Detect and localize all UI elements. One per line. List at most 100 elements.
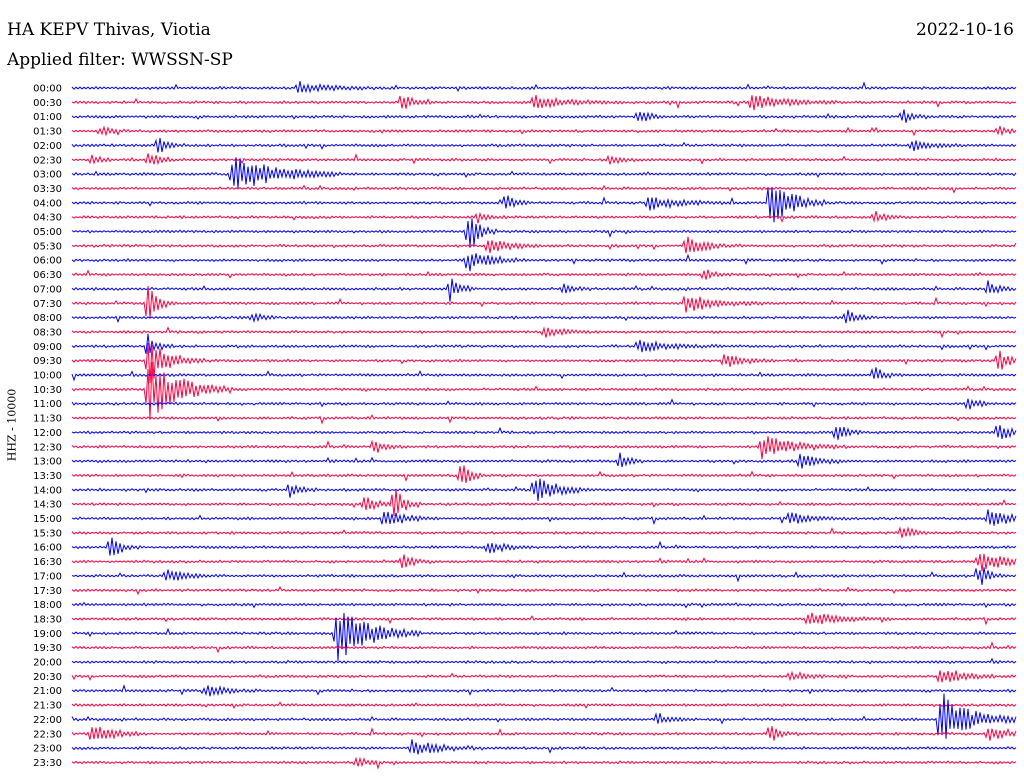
- time-label: 13:30: [33, 471, 62, 482]
- trace-row: [71, 509, 1017, 526]
- trace-row: [71, 187, 1017, 223]
- time-label: 04:00: [33, 198, 62, 209]
- trace-row: [71, 94, 1017, 111]
- time-label: 02:00: [33, 141, 62, 152]
- time-label: 09:30: [33, 356, 62, 367]
- trace-row: [71, 693, 1017, 739]
- time-label: 03:30: [33, 184, 62, 195]
- time-label: 00:30: [33, 98, 62, 109]
- trace-row: [71, 210, 1017, 224]
- trace-row: [71, 398, 1017, 410]
- time-label: 13:00: [33, 457, 62, 468]
- trace-row: [71, 657, 1017, 665]
- time-label: 19:30: [33, 643, 62, 654]
- time-label: 00:00: [33, 84, 62, 95]
- time-label: 17:00: [33, 571, 62, 582]
- trace-row: [71, 670, 1017, 684]
- trace-row: [71, 478, 1017, 501]
- time-labels: 00:00 00:30 01:00 01:30 02:00 02:30 03:00 03:30…: [33, 84, 62, 769]
- time-label: 05:00: [33, 227, 62, 238]
- time-label: 22:30: [33, 729, 62, 740]
- time-label: 10:00: [33, 371, 62, 382]
- trace-row: [71, 641, 1017, 654]
- trace-row: [71, 236, 1017, 254]
- trace-row: [71, 157, 1017, 189]
- time-label: 16:00: [33, 543, 62, 554]
- trace-row: [71, 701, 1017, 709]
- time-label: 14:30: [33, 500, 62, 511]
- date-label: 2022-10-16: [915, 20, 1014, 40]
- trace-row: [71, 367, 1017, 382]
- trace-row: [71, 253, 1017, 272]
- trace-row: [71, 567, 1017, 585]
- time-label: 01:00: [33, 112, 62, 123]
- filter-label: Applied filter: WWSSN-SP: [7, 50, 233, 70]
- trace-row: [71, 436, 1017, 460]
- trace-row: [71, 361, 1017, 420]
- trace-row: [71, 537, 1017, 556]
- time-label: 06:30: [33, 270, 62, 281]
- time-label: 04:30: [33, 213, 62, 224]
- time-label: 14:00: [33, 485, 62, 496]
- time-label: 05:30: [33, 241, 62, 252]
- time-label: 12:30: [33, 442, 62, 453]
- trace-row: [71, 612, 1017, 661]
- trace-row: [71, 309, 1017, 324]
- trace-row: [71, 726, 1017, 741]
- time-label: 16:30: [33, 557, 62, 568]
- time-label: 09:00: [33, 342, 62, 353]
- time-label: 01:30: [33, 127, 62, 138]
- time-label: 12:00: [33, 428, 62, 439]
- trace-row: [71, 153, 1017, 166]
- time-label: 02:30: [33, 155, 62, 166]
- time-label: 08:30: [33, 327, 62, 338]
- time-label: 20:30: [33, 672, 62, 683]
- trace-row: [71, 756, 1017, 770]
- trace-row: [71, 465, 1017, 484]
- time-label: 18:00: [33, 600, 62, 611]
- seismogram-traces: [71, 81, 1017, 770]
- time-label: 21:30: [33, 701, 62, 712]
- trace-row: [71, 137, 1017, 153]
- time-label: 15:00: [33, 514, 62, 525]
- trace-row: [71, 601, 1017, 609]
- time-label: 10:30: [33, 385, 62, 396]
- time-label: 23:00: [33, 744, 62, 755]
- time-label: 08:00: [33, 313, 62, 324]
- trace-row: [71, 218, 1017, 247]
- time-label: 19:00: [33, 629, 62, 640]
- trace-row: [71, 326, 1017, 339]
- time-label: 22:00: [33, 715, 62, 726]
- time-label: 21:00: [33, 686, 62, 697]
- trace-row: [71, 343, 1017, 383]
- trace-row: [71, 333, 1017, 354]
- time-label: 20:00: [33, 658, 62, 669]
- time-label: 17:30: [33, 586, 62, 597]
- trace-row: [71, 489, 1017, 517]
- trace-row: [71, 125, 1017, 137]
- trace-row: [71, 553, 1017, 572]
- trace-row: [71, 425, 1017, 440]
- trace-row: [71, 612, 1017, 626]
- trace-row: [71, 285, 1017, 319]
- trace-row: [71, 184, 1017, 194]
- time-label: 23:30: [33, 758, 62, 769]
- trace-row: [71, 278, 1017, 302]
- trace-row: [71, 526, 1017, 538]
- trace-row: [71, 684, 1017, 697]
- station-title: HA KEPV Thivas, Viotia: [7, 20, 211, 40]
- time-label: 11:30: [33, 414, 62, 425]
- trace-row: [71, 269, 1017, 280]
- trace-row: [71, 109, 1017, 123]
- trace-row: [71, 81, 1017, 94]
- time-label: 18:30: [33, 614, 62, 625]
- time-label: 03:00: [33, 170, 62, 181]
- trace-row: [71, 586, 1017, 596]
- trace-row: [71, 414, 1017, 425]
- time-label: 07:30: [33, 299, 62, 310]
- trace-row: [71, 452, 1017, 469]
- time-label: 06:00: [33, 256, 62, 267]
- time-label: 07:00: [33, 284, 62, 295]
- trace-row: [71, 739, 1017, 755]
